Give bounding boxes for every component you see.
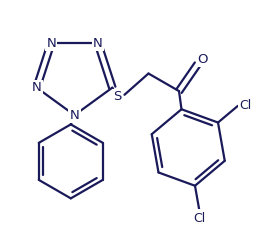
Text: N: N xyxy=(32,81,41,94)
Text: N: N xyxy=(46,37,56,50)
Text: Cl: Cl xyxy=(193,212,206,225)
Text: O: O xyxy=(197,53,207,66)
Text: N: N xyxy=(70,109,79,122)
Text: N: N xyxy=(93,37,103,50)
Text: S: S xyxy=(113,90,121,103)
Text: Cl: Cl xyxy=(239,99,251,112)
